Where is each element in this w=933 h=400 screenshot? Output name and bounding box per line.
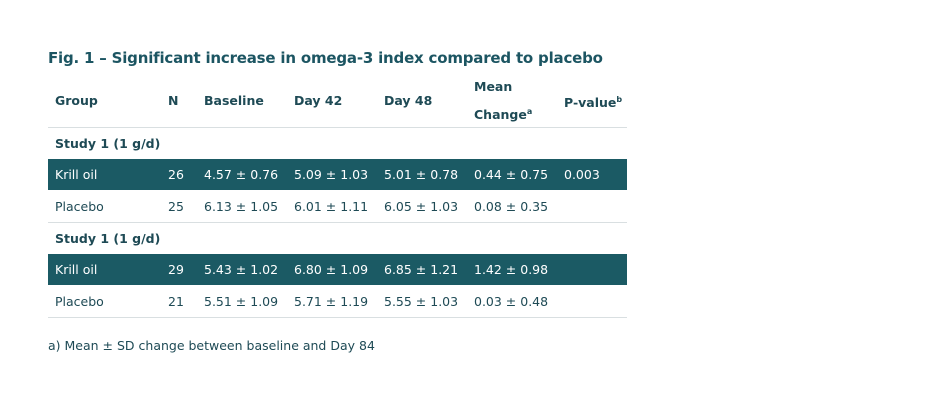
header-note: b <box>616 94 623 104</box>
cell: 26 <box>168 159 204 191</box>
header-label: Day 48 <box>384 93 433 108</box>
cell: 0.03 ± 0.48 <box>474 285 564 318</box>
cell: 5.71 ± 1.19 <box>294 285 384 318</box>
cell: 4.57 ± 0.76 <box>204 159 294 191</box>
cell <box>564 285 627 318</box>
data-row: Placebo 21 5.51 ± 1.09 5.71 ± 1.19 5.55 ± 1.… <box>48 285 627 318</box>
data-row: Krill oil 29 5.43 ± 1.02 6.80 ± 1.09 6.85 ± … <box>48 254 627 286</box>
header-label: Day 42 <box>294 93 343 108</box>
cell: Krill oil <box>48 159 168 191</box>
cell: 6.13 ± 1.05 <box>204 190 294 223</box>
cell: Krill oil <box>48 254 168 286</box>
cell: 5.01 ± 0.78 <box>384 159 474 191</box>
section-title: Study 1 (1 g/d) <box>55 136 161 151</box>
cell: 25 <box>168 190 204 223</box>
cell <box>564 190 627 223</box>
cell: 29 <box>168 254 204 286</box>
cell: 5.43 ± 1.02 <box>204 254 294 286</box>
column-header: Day 48 <box>384 74 474 128</box>
header-label: N <box>168 93 179 108</box>
title: Fig. 1 – Significant increase in omega-3… <box>48 49 603 67</box>
column-header: Mean Changea <box>474 74 564 128</box>
footnote: a) Mean ± SD change between baseline and… <box>48 338 375 353</box>
header-row: Group N Baseline Day 42 Day 48 Mean Changea P-… <box>48 74 627 128</box>
data-table: Group N Baseline Day 42 Day 48 Mean Changea P-… <box>48 74 627 318</box>
cell: Placebo <box>48 285 168 318</box>
section-row: Study 1 (1 g/d) <box>48 223 627 255</box>
header-label: Baseline <box>204 93 264 108</box>
cell: 6.85 ± 1.21 <box>384 254 474 286</box>
cell: 1.42 ± 0.98 <box>474 254 564 286</box>
table-body: Study 1 (1 g/d) Krill oil 26 4.57 ± 0.76 5.0… <box>48 128 627 318</box>
column-header: Day 42 <box>294 74 384 128</box>
cell: 6.80 ± 1.09 <box>294 254 384 286</box>
column-header: P-valueb <box>564 74 627 128</box>
section-row: Study 1 (1 g/d) <box>48 128 627 160</box>
header-label: P-value <box>564 94 617 110</box>
header-label: Group <box>55 93 98 108</box>
cell: 5.51 ± 1.09 <box>204 285 294 318</box>
column-header: Group <box>48 74 168 128</box>
header-note: a <box>526 107 533 116</box>
cell: 5.09 ± 1.03 <box>294 159 384 191</box>
cell: 0.003 <box>564 159 627 191</box>
cell: 0.44 ± 0.75 <box>474 159 564 191</box>
data-row: Placebo 25 6.13 ± 1.05 6.01 ± 1.11 6.05 ± 1.… <box>48 190 627 223</box>
cell: 6.01 ± 1.11 <box>294 190 384 223</box>
cell: 21 <box>168 285 204 318</box>
column-header: Baseline <box>204 74 294 128</box>
cell: 6.05 ± 1.03 <box>384 190 474 223</box>
cell: Placebo <box>48 190 168 223</box>
cell: 0.08 ± 0.35 <box>474 190 564 223</box>
section-title: Study 1 (1 g/d) <box>55 231 161 246</box>
cell: 5.55 ± 1.03 <box>384 285 474 318</box>
data-row: Krill oil 26 4.57 ± 0.76 5.09 ± 1.03 5.01 ± … <box>48 159 627 191</box>
column-header: N <box>168 74 204 128</box>
header-label: Mean Change <box>474 79 527 122</box>
cell <box>564 254 627 286</box>
